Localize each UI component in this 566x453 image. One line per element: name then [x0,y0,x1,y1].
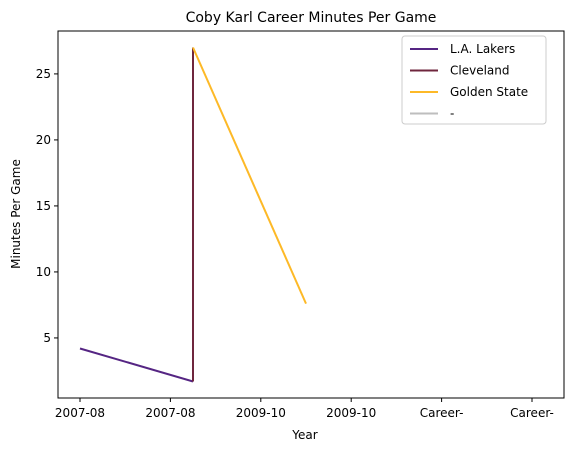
y-tick-label: 25 [36,67,51,81]
x-tick-label: 2007-08 [145,406,195,420]
y-axis-label: Minutes Per Game [9,159,23,269]
y-axis: 5 10 15 20 25 [36,67,58,345]
x-tick-label: 2009-10 [326,406,376,420]
y-tick-label: 20 [36,133,51,147]
x-axis: 2007-08 2007-08 2009-10 2009-10 Career- Caree… [55,398,554,420]
chart-title: Coby Karl Career Minutes Per Game [186,10,437,26]
x-tick-label: 2007-08 [55,406,105,420]
y-tick-label: 5 [43,331,51,345]
plot-lines [79,47,307,383]
legend-label: Cleveland [450,64,510,78]
plot-frame [57,30,565,399]
series-line-0 [79,347,194,383]
legend-label: Golden State [450,85,528,99]
x-tick-label: Career- [420,406,464,420]
legend-label: L.A. Lakers [450,42,515,56]
x-tick-label: Career- [510,406,554,420]
y-tick-label: 15 [36,199,51,213]
y-tick-label: 10 [36,265,51,279]
legend-box [401,35,547,125]
series-line-2 [192,47,307,305]
legend: L.A. Lakers Cleveland Golden State - [401,35,547,125]
x-tick-label: 2009-10 [236,406,286,420]
legend-label: - [450,107,454,121]
x-axis-label: Year [291,428,317,442]
